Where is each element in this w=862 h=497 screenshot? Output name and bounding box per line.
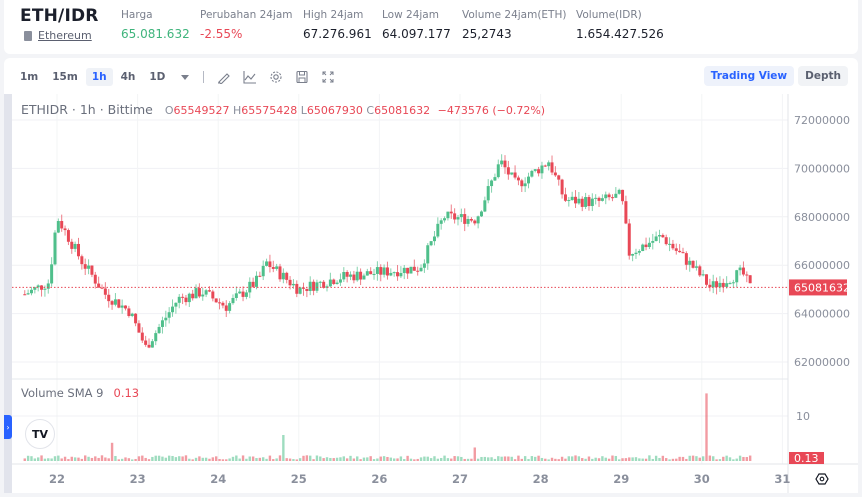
high-key: H	[233, 104, 242, 117]
stat-low-24h: Low 24jam 64.097.177	[382, 9, 451, 41]
stat-value: 25,2743	[462, 27, 512, 41]
asset-name[interactable]: Ethereum	[38, 29, 92, 42]
pair-title: ETH/IDR	[20, 6, 99, 26]
stat-value: 67.276.961	[303, 27, 372, 41]
svg-text:28: 28	[533, 472, 549, 486]
depth-button[interactable]: Depth	[798, 66, 848, 86]
book-icon	[24, 30, 32, 41]
stat-price: Harga 65.081.632	[121, 9, 190, 41]
svg-text:70000000: 70000000	[794, 162, 850, 175]
chart-area[interactable]: 72000000 70000000 68000000 66000000 64000000…	[4, 94, 858, 493]
stat-high-24h: High 24jam 67.276.961	[303, 9, 372, 41]
svg-text:68000000: 68000000	[794, 211, 850, 224]
open-key: O	[164, 104, 174, 117]
svg-text:72000000: 72000000	[794, 114, 850, 127]
left-sidebar-strip	[4, 94, 12, 493]
stat-volume-idr: Volume(IDR) 1.654.427.526	[576, 9, 664, 41]
stat-change-24h: Perubahan 24jam -2.55%	[200, 9, 293, 41]
svg-text:66000000: 66000000	[794, 259, 850, 272]
svg-text:62000000: 62000000	[794, 356, 850, 369]
svg-text:29: 29	[613, 472, 629, 486]
open-value: 65549527	[173, 104, 230, 117]
draw-icon[interactable]	[215, 68, 233, 86]
ticker-header: ETH/IDR Ethereum Harga 65.081.632 Peruba…	[4, 0, 858, 54]
volume-sma-value: 0.13	[113, 386, 140, 400]
chart-panel: 1m 15m 1h 4h 1D Trading View Depth 7	[4, 58, 858, 493]
svg-text:26: 26	[371, 472, 387, 486]
indicators-icon[interactable]	[241, 68, 259, 86]
settings-icon[interactable]	[267, 68, 285, 86]
close-key: C	[366, 104, 375, 117]
svg-text:65081632: 65081632	[794, 281, 850, 294]
stat-label: Volume(IDR)	[576, 9, 642, 21]
stat-label: Harga	[121, 9, 153, 21]
svg-text:64000000: 64000000	[794, 308, 850, 321]
toolbar-divider	[203, 71, 205, 83]
svg-text:24: 24	[210, 472, 226, 486]
svg-text:25: 25	[291, 472, 307, 486]
svg-text:23: 23	[130, 472, 146, 486]
expand-sidebar-button[interactable]: ›	[4, 415, 12, 439]
volume-legend: Volume SMA 9 0.13	[21, 386, 139, 400]
ohlc-legend: ETHIDR · 1h · Bittime O65549527 H6557542…	[21, 102, 545, 117]
fullscreen-icon[interactable]	[319, 68, 337, 86]
svg-text:10: 10	[796, 410, 810, 423]
timeframe-1d[interactable]: 1D	[149, 71, 166, 83]
stat-label: Volume 24jam(ETH)	[462, 9, 567, 21]
svg-text:22: 22	[49, 472, 65, 486]
timeframe-1h[interactable]: 1h	[85, 68, 113, 86]
stat-volume-eth: Volume 24jam(ETH) 25,2743	[462, 9, 566, 41]
view-switch: Trading View Depth	[703, 66, 848, 86]
trading-view-button[interactable]: Trading View	[703, 66, 795, 86]
stat-value: 1.654.427.526	[576, 27, 664, 41]
timeframe-dropdown-icon[interactable]	[181, 74, 190, 80]
close-value: 65081632	[374, 104, 431, 117]
stat-value: 64.097.177	[382, 27, 451, 41]
high-value: 65575428	[241, 104, 298, 117]
low-value: 65067930	[306, 104, 363, 117]
timeframe-4h[interactable]: 4h	[120, 71, 136, 83]
timeframe-15m[interactable]: 15m	[52, 71, 78, 83]
chart-toolbar: 1m 15m 1h 4h 1D	[14, 66, 340, 88]
volume-sma-label: Volume SMA 9	[21, 386, 104, 400]
tradingview-logo[interactable]: TV	[25, 419, 55, 449]
chart-settings-icon[interactable]	[815, 473, 829, 485]
stat-label: Perubahan 24jam	[200, 9, 293, 21]
svg-text:27: 27	[452, 472, 468, 486]
stat-value: -2.55%	[200, 27, 243, 41]
svg-text:31: 31	[774, 472, 790, 486]
stat-label: Low 24jam	[382, 9, 439, 21]
candlestick-chart[interactable]: 72000000 70000000 68000000 66000000 64000000…	[4, 94, 858, 493]
stat-label: High 24jam	[303, 9, 364, 21]
svg-text:30: 30	[694, 472, 710, 486]
symbol-label: ETHIDR · 1h · Bittime	[21, 102, 153, 117]
asset-link[interactable]: Ethereum	[24, 29, 92, 42]
stat-value: 65.081.632	[121, 27, 190, 41]
change-value: −473576 (−0.72%)	[437, 104, 546, 117]
low-key: L	[300, 104, 307, 117]
save-icon[interactable]	[293, 68, 311, 86]
svg-text:0.13: 0.13	[794, 452, 819, 465]
timeframe-1m[interactable]: 1m	[20, 71, 39, 83]
